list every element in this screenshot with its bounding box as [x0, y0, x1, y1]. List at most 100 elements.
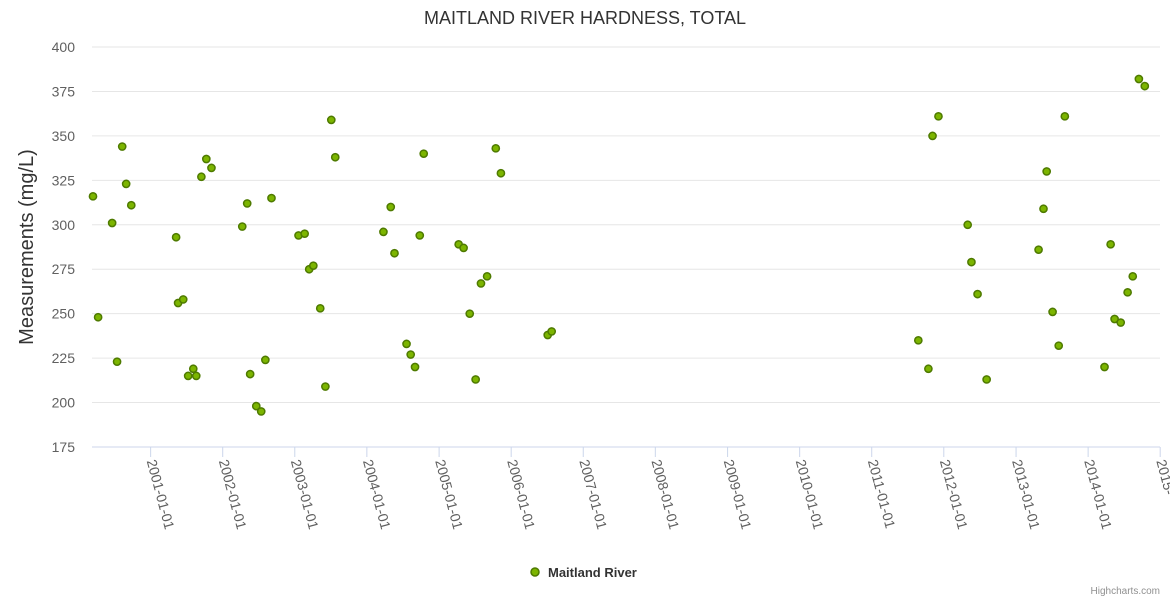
x-tick-label: 2012-01-01: [937, 458, 971, 532]
data-point[interactable]: [967, 257, 976, 267]
data-point[interactable]: [1048, 307, 1057, 317]
data-point[interactable]: [267, 193, 276, 203]
data-points: [88, 74, 1150, 416]
data-point[interactable]: [482, 271, 492, 281]
data-point[interactable]: [183, 371, 193, 381]
data-point[interactable]: [251, 401, 261, 411]
data-point[interactable]: [308, 261, 318, 271]
y-axis-label: Measurements (mg/L): [16, 149, 38, 345]
data-point[interactable]: [471, 375, 480, 384]
data-point[interactable]: [207, 163, 216, 173]
x-tick-label: 2008-01-01: [648, 458, 682, 532]
data-point[interactable]: [496, 168, 506, 178]
data-point[interactable]: [1128, 271, 1138, 281]
y-tick-label: 275: [52, 261, 76, 277]
data-point[interactable]: [1042, 167, 1052, 176]
data-point[interactable]: [934, 111, 943, 121]
data-point[interactable]: [171, 232, 181, 242]
data-point[interactable]: [1140, 81, 1150, 91]
x-tick-label: 2015-: [1153, 458, 1170, 497]
data-point[interactable]: [1110, 314, 1119, 324]
y-tick-label: 225: [52, 350, 76, 366]
y-tick-label: 375: [52, 83, 76, 99]
y-tick-label: 400: [52, 39, 76, 55]
data-point[interactable]: [491, 143, 501, 153]
data-point[interactable]: [924, 364, 933, 374]
data-point[interactable]: [126, 200, 136, 210]
data-point[interactable]: [93, 312, 103, 322]
data-point[interactable]: [1060, 111, 1070, 121]
data-point[interactable]: [419, 149, 429, 159]
x-tick-label: 2007-01-01: [576, 458, 610, 532]
x-tick-label: 2009-01-01: [721, 458, 755, 532]
data-point[interactable]: [1106, 239, 1115, 249]
data-point[interactable]: [330, 152, 340, 162]
data-point[interactable]: [1123, 287, 1132, 297]
legend-label: Maitland River: [548, 565, 637, 580]
x-tick-label: 2004-01-01: [360, 458, 394, 532]
grid-lines: [92, 46, 1160, 404]
data-point[interactable]: [1054, 341, 1064, 351]
data-point[interactable]: [386, 202, 396, 212]
x-tick-label: 2006-01-01: [504, 458, 538, 532]
y-tick-label: 200: [52, 395, 76, 411]
data-point[interactable]: [112, 357, 122, 367]
data-point[interactable]: [237, 222, 247, 231]
data-point[interactable]: [188, 364, 198, 374]
x-tick-label: 2013-01-01: [1009, 458, 1043, 532]
data-point[interactable]: [415, 231, 425, 240]
y-tick-label: 175: [52, 439, 76, 455]
legend[interactable]: Maitland River: [530, 565, 637, 580]
x-axis-ticks: 2001-01-01 2002-01-01 2003-01-01 2004-01-01…: [144, 458, 1170, 532]
data-point[interactable]: [547, 327, 557, 336]
data-point[interactable]: [1039, 204, 1048, 214]
data-point[interactable]: [1134, 74, 1144, 84]
data-point[interactable]: [178, 295, 188, 304]
data-point[interactable]: [402, 339, 411, 349]
data-point[interactable]: [201, 154, 211, 164]
data-point[interactable]: [1116, 318, 1126, 327]
data-point[interactable]: [406, 350, 416, 359]
data-point[interactable]: [390, 248, 399, 258]
data-point[interactable]: [1034, 245, 1043, 255]
data-point[interactable]: [963, 220, 973, 230]
credits[interactable]: Highcharts.com: [1091, 586, 1160, 597]
x-tick-label: 2005-01-01: [432, 458, 466, 532]
data-point[interactable]: [379, 227, 388, 237]
data-point[interactable]: [315, 303, 325, 313]
data-point[interactable]: [982, 375, 991, 384]
data-point[interactable]: [465, 309, 475, 319]
y-tick-label: 250: [52, 306, 76, 322]
data-point[interactable]: [913, 335, 923, 345]
data-point[interactable]: [459, 243, 468, 253]
x-tick-label: 2001-01-01: [144, 458, 178, 532]
x-tick-label: 2003-01-01: [288, 458, 322, 532]
data-point[interactable]: [88, 191, 98, 201]
data-point[interactable]: [410, 362, 420, 372]
data-point[interactable]: [117, 142, 127, 151]
data-point[interactable]: [1100, 362, 1109, 372]
data-point[interactable]: [107, 218, 117, 228]
y-tick-label: 325: [52, 172, 76, 188]
data-point[interactable]: [928, 131, 937, 141]
data-point[interactable]: [476, 279, 486, 288]
data-point[interactable]: [191, 371, 201, 381]
data-point[interactable]: [261, 355, 270, 365]
data-point[interactable]: [321, 382, 330, 391]
y-tick-label: 350: [52, 128, 76, 144]
data-point[interactable]: [242, 199, 252, 208]
legend-marker: [530, 567, 540, 577]
data-point[interactable]: [973, 289, 982, 299]
axes: [92, 446, 1161, 457]
x-tick-label: 2014-01-01: [1081, 458, 1115, 532]
x-tick-label: 2002-01-01: [216, 458, 250, 532]
data-point[interactable]: [197, 172, 206, 182]
data-point[interactable]: [121, 179, 131, 189]
x-tick-label: 2011-01-01: [865, 458, 899, 531]
data-point[interactable]: [245, 369, 255, 379]
data-point[interactable]: [256, 407, 266, 416]
data-point[interactable]: [326, 115, 336, 125]
x-tick-label: 2010-01-01: [793, 458, 827, 532]
data-point[interactable]: [300, 229, 310, 239]
